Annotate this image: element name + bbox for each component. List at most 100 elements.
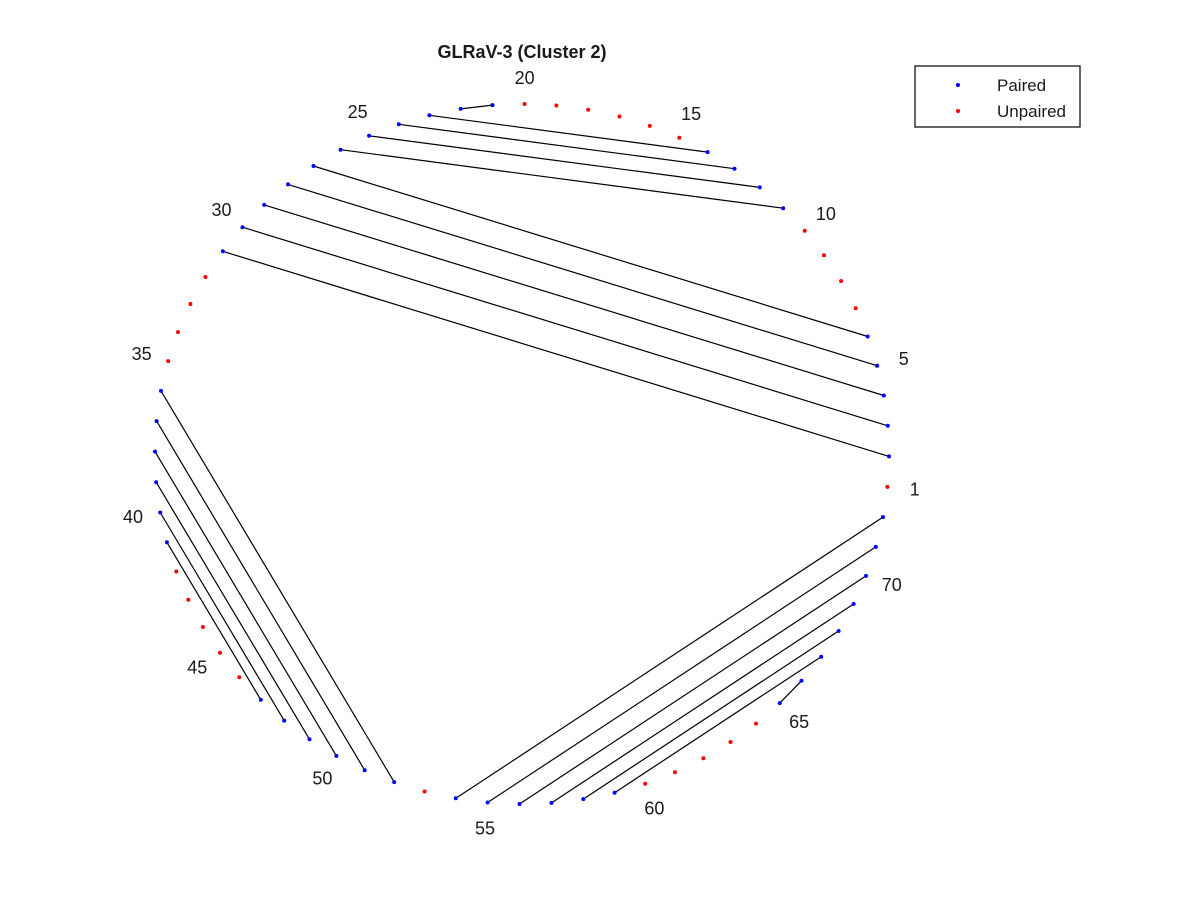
- position-node-33: [188, 302, 193, 306]
- position-node-61: [672, 770, 677, 775]
- pair-line-14-23: [429, 114, 708, 153]
- position-nodes: [153, 102, 891, 806]
- pair-line-59-67: [614, 656, 822, 794]
- position-node-60: [643, 781, 648, 786]
- position-label-25: 25: [348, 102, 368, 122]
- position-node-32: [203, 275, 208, 279]
- position-node-59: [612, 790, 617, 795]
- position-node-68: [836, 629, 841, 633]
- position-node-38: [153, 449, 157, 454]
- position-node-19: [554, 103, 559, 108]
- pair-line-37-51: [156, 420, 366, 771]
- position-node-46: [237, 675, 242, 680]
- position-node-57: [549, 800, 554, 805]
- position-node-5: [875, 363, 880, 368]
- chart-title: GLRaV-3 (Cluster 2): [437, 42, 606, 62]
- position-label-15: 15: [681, 104, 701, 124]
- position-label-5: 5: [899, 349, 909, 369]
- legend-marker-paired: [956, 83, 960, 87]
- position-node-13: [732, 166, 737, 171]
- position-node-35: [166, 359, 171, 364]
- position-node-42: [174, 569, 179, 574]
- position-node-37: [154, 419, 159, 424]
- pair-line-41-47: [166, 541, 262, 701]
- position-node-65: [777, 701, 782, 706]
- position-node-29: [262, 202, 267, 207]
- position-label-60: 60: [644, 798, 664, 818]
- position-node-3: [885, 423, 890, 428]
- position-node-52: [392, 780, 397, 785]
- pair-line-39-49: [155, 481, 311, 740]
- position-node-53: [422, 789, 427, 794]
- position-node-12: [757, 185, 762, 190]
- pair-line-56-70: [519, 575, 867, 805]
- position-node-11: [781, 206, 786, 211]
- position-node-9: [822, 253, 826, 258]
- position-node-69: [851, 602, 856, 606]
- position-node-43: [186, 597, 191, 602]
- position-node-2: [887, 454, 891, 459]
- position-node-58: [581, 797, 586, 802]
- position-node-22: [458, 106, 463, 111]
- position-label-45: 45: [187, 658, 207, 678]
- position-node-51: [362, 768, 367, 773]
- position-node-55: [485, 800, 490, 805]
- position-node-26: [338, 147, 343, 152]
- position-node-34: [176, 330, 180, 335]
- pair-line-54-72: [455, 516, 884, 799]
- position-label-70: 70: [882, 575, 902, 595]
- position-node-28: [286, 182, 290, 187]
- position-node-50: [334, 753, 339, 758]
- position-label-10: 10: [816, 204, 836, 224]
- position-node-1: [885, 484, 890, 489]
- position-node-18: [586, 107, 591, 112]
- position-label-65: 65: [789, 712, 809, 732]
- pair-line-11-26: [340, 149, 784, 209]
- position-node-27: [311, 164, 316, 168]
- position-node-7: [853, 306, 858, 311]
- position-label-50: 50: [312, 769, 332, 789]
- position-node-23: [427, 113, 432, 118]
- position-node-54: [453, 796, 458, 801]
- pair-line-58-68: [582, 630, 839, 800]
- position-node-24: [396, 122, 401, 127]
- position-node-8: [839, 279, 844, 283]
- position-node-30: [240, 225, 245, 230]
- position-node-56: [517, 802, 522, 806]
- position-node-4: [881, 393, 886, 398]
- position-node-6: [865, 334, 870, 339]
- position-label-30: 30: [211, 200, 231, 220]
- position-node-44: [200, 625, 205, 629]
- pair-line-13-24: [398, 123, 735, 170]
- position-node-10: [802, 228, 807, 233]
- pair-line-36-52: [160, 390, 395, 783]
- position-node-45: [218, 650, 222, 655]
- pair-lines: [154, 104, 890, 805]
- position-label-1: 1: [910, 479, 920, 499]
- position-node-70: [864, 573, 868, 578]
- pair-line-38-50: [154, 451, 337, 757]
- position-node-40: [158, 510, 163, 515]
- pair-line-4-29: [264, 204, 884, 397]
- position-label-35: 35: [132, 344, 152, 364]
- position-node-25: [367, 133, 372, 138]
- position-node-39: [154, 480, 159, 485]
- position-node-21: [490, 103, 495, 108]
- position-node-41: [164, 540, 169, 545]
- position-node-48: [282, 718, 287, 723]
- pair-line-65-66: [779, 680, 802, 704]
- position-label-40: 40: [123, 507, 143, 527]
- position-node-72: [881, 515, 885, 520]
- position-node-71: [873, 544, 878, 549]
- position-node-14: [705, 150, 710, 155]
- position-node-64: [754, 721, 758, 726]
- pair-line-40-48: [159, 512, 285, 721]
- pair-line-5-28: [287, 183, 878, 367]
- position-node-67: [819, 654, 824, 659]
- pair-line-3-30: [242, 226, 888, 427]
- position-node-31: [220, 249, 225, 254]
- pair-line-55-71: [487, 546, 877, 804]
- position-label-20: 20: [515, 68, 535, 88]
- legend-marker-unpaired: [956, 109, 960, 113]
